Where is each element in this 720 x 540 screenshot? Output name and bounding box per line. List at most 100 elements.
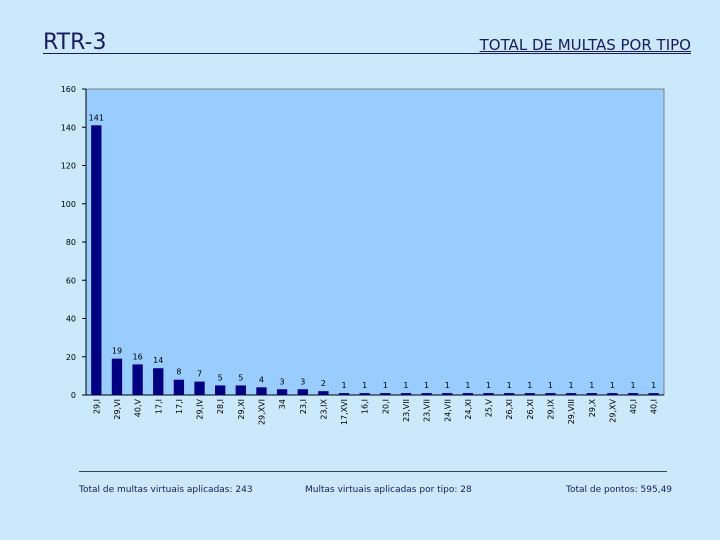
fines-by-type: Multas virtuais aplicadas por tipo: 28: [305, 485, 472, 495]
slide-title: RTR-3: [43, 30, 107, 55]
bar: [111, 358, 123, 395]
y-tick-label: 140: [61, 123, 76, 132]
data-label: 4: [259, 375, 264, 384]
bar: [235, 385, 246, 395]
data-label: 8: [176, 368, 181, 377]
x-tick-label: 29,XVI: [257, 399, 266, 425]
y-tick-label: 160: [61, 85, 76, 94]
bar: [194, 381, 205, 395]
y-tick-label: 40: [66, 315, 76, 324]
x-tick-label: 17,I: [175, 399, 184, 414]
x-tick-label: 23,VII: [423, 399, 432, 422]
total-points: Total de pontos: 595,49: [566, 485, 673, 495]
bar: [442, 393, 453, 395]
bar: [504, 393, 515, 395]
bar: [359, 393, 370, 395]
total-virtual-fines: Total de multas virtuais aplicadas: 243: [79, 485, 253, 495]
y-tick-label: 20: [66, 353, 76, 362]
data-label: 1: [424, 381, 429, 390]
x-tick-label: 23,I: [299, 399, 308, 414]
bar: [648, 393, 659, 395]
y-tick-label: 120: [61, 162, 76, 171]
bar: [627, 393, 639, 395]
x-tick-label: 40,V: [134, 398, 143, 417]
bar: [565, 393, 577, 395]
x-tick-labels: 29,I 29,VI 40,V 17,I 17,I 29,IV 28,I 29,XI 29,XV…: [92, 398, 658, 425]
data-label: 1: [548, 381, 553, 390]
x-tick-label: 29,IX: [546, 398, 555, 419]
y-tick-label: 60: [66, 276, 76, 285]
data-label: 7: [197, 370, 202, 379]
x-tick-label: 34: [278, 399, 287, 409]
bar: [173, 379, 185, 395]
data-label: 1: [465, 381, 470, 390]
bar: [586, 393, 597, 395]
data-label: 1: [569, 381, 574, 390]
x-tick-label: 23,IX: [319, 398, 328, 419]
x-tick-label: 29,VIII: [567, 399, 576, 424]
bar: [421, 393, 432, 395]
data-label: 1: [651, 381, 656, 390]
data-label: 1: [610, 381, 615, 390]
bar: [462, 393, 474, 395]
x-tick-label: 29,I: [92, 399, 101, 414]
bar: [338, 393, 350, 395]
data-label: 3: [280, 377, 285, 386]
data-label: 5: [218, 373, 223, 382]
data-label: 16: [133, 352, 143, 361]
data-labels: 141 19 16 14 8 7 5 5 4 3 3 2 1 1 1 1 1 1 1 1 1 1 1 1 1 1 1 1: [89, 113, 657, 390]
bar: [91, 125, 102, 396]
x-tick-label: 26,XI: [526, 399, 535, 420]
data-label: 19: [112, 347, 122, 356]
data-label: 1: [589, 381, 594, 390]
bar: [483, 393, 494, 395]
data-label: 5: [238, 373, 243, 382]
x-tick-label: 23,VII: [402, 399, 411, 422]
x-tick-label: 40,I: [650, 399, 659, 414]
bar: [524, 393, 535, 395]
y-tick-labels: 0 20 40 60 80 100 120 140 160: [61, 85, 86, 400]
bar: [132, 364, 143, 395]
x-tick-label: 17,I: [154, 399, 163, 414]
data-label: 14: [153, 356, 163, 365]
x-tick-label: 40,I: [629, 399, 638, 414]
bar: [380, 393, 391, 395]
data-label: 1: [403, 381, 408, 390]
y-tick-label: 80: [66, 238, 76, 247]
x-tick-label: 20,I: [381, 399, 390, 414]
x-tick-label: 29,XV: [608, 398, 617, 422]
y-tick-label: 100: [61, 200, 76, 209]
data-label: 3: [300, 377, 305, 386]
x-tick-label: 17,XVI: [340, 399, 349, 425]
data-label: 1: [341, 381, 346, 390]
bar: [276, 389, 288, 395]
x-tick-label: 26,XI: [505, 399, 514, 420]
x-tick-label: 29,VI: [113, 399, 122, 420]
x-tick-label: 29,XI: [237, 399, 246, 420]
data-label: 1: [486, 381, 491, 390]
data-label: 2: [321, 379, 326, 388]
data-label: 141: [89, 113, 104, 122]
x-tick-label: 16,I: [361, 399, 370, 414]
bars: [91, 125, 659, 396]
data-label: 1: [362, 381, 367, 390]
bar: [545, 393, 556, 395]
data-label: 1: [507, 381, 512, 390]
x-tick-label: 24,VII: [443, 399, 452, 422]
data-label: 1: [383, 381, 388, 390]
bar: [607, 393, 618, 395]
bar: [215, 385, 226, 395]
bar: [256, 387, 267, 395]
x-tick-label: 29,X: [588, 398, 597, 417]
header-rule: [43, 53, 691, 54]
data-label: 1: [445, 381, 450, 390]
bar: [297, 389, 308, 395]
x-tick-label: 28,I: [216, 399, 225, 414]
x-tick-label: 24,XI: [464, 399, 473, 420]
bar: [153, 368, 164, 395]
footer-rule: [79, 471, 667, 472]
data-label: 1: [630, 381, 635, 390]
chart-title: TOTAL DE MULTAS POR TIPO: [479, 36, 691, 54]
bar: [400, 393, 412, 395]
